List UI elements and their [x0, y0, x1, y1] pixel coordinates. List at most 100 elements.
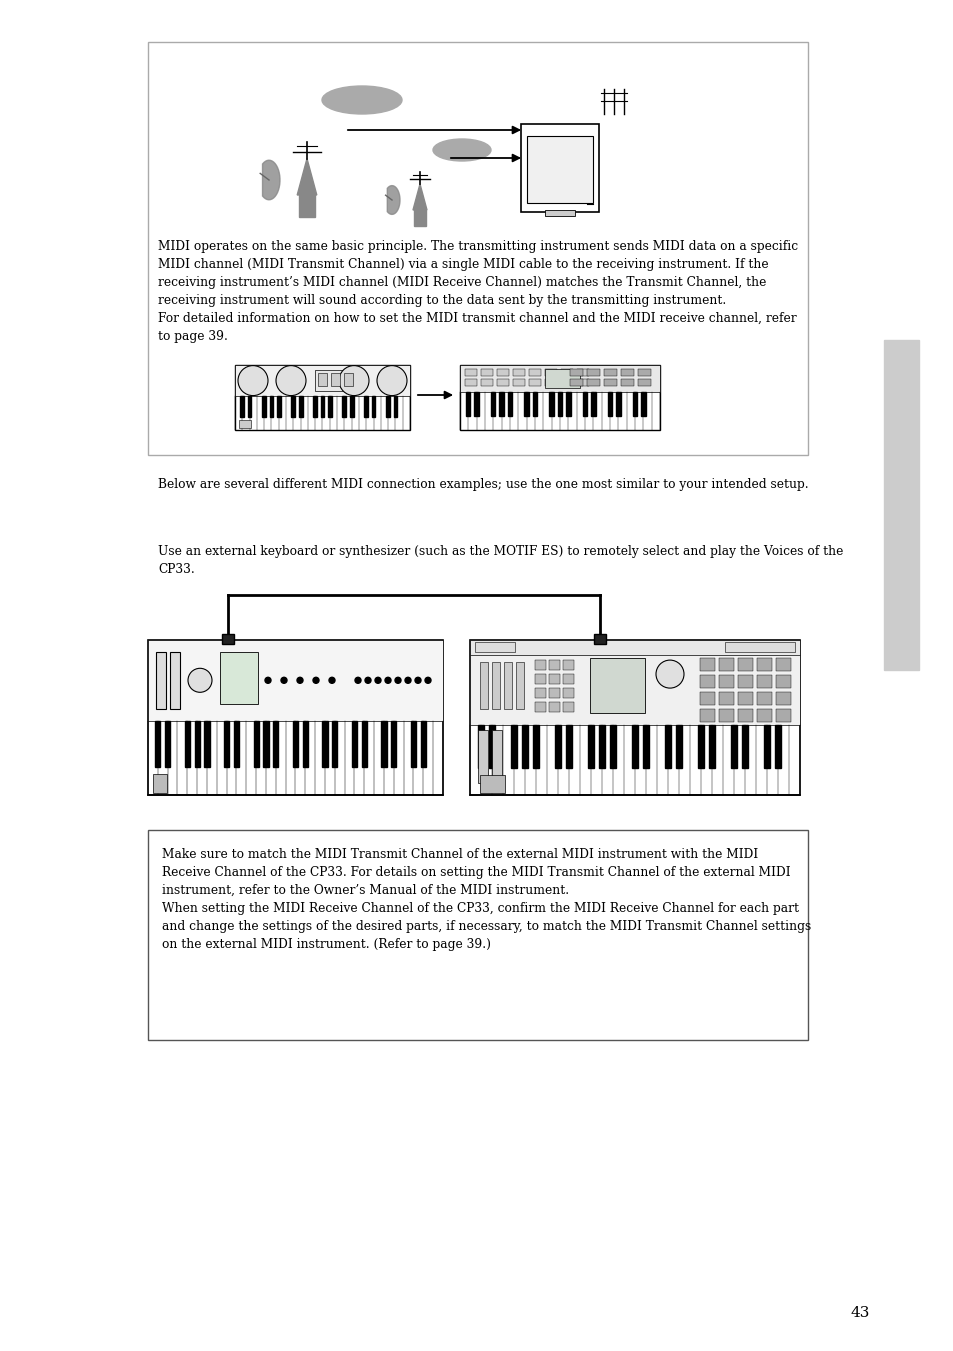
Polygon shape: [297, 158, 316, 195]
Bar: [632, 392, 637, 416]
Bar: [240, 396, 244, 417]
Bar: [185, 720, 190, 767]
Bar: [155, 720, 160, 767]
Bar: [224, 720, 229, 767]
Bar: [477, 725, 483, 769]
Bar: [320, 396, 324, 417]
Bar: [577, 380, 588, 386]
Bar: [148, 640, 442, 720]
Bar: [152, 774, 167, 793]
Bar: [544, 209, 575, 216]
Bar: [763, 725, 769, 769]
Text: Make sure to match the MIDI Transmit Channel of the external MIDI instrument wit: Make sure to match the MIDI Transmit Cha…: [162, 848, 810, 951]
Bar: [317, 373, 327, 386]
Bar: [577, 369, 588, 376]
Bar: [222, 634, 233, 644]
Bar: [548, 703, 559, 712]
Bar: [724, 642, 794, 653]
Circle shape: [237, 366, 268, 396]
Bar: [738, 658, 752, 671]
Bar: [386, 396, 390, 417]
Bar: [562, 703, 574, 712]
Bar: [719, 709, 733, 721]
Bar: [513, 380, 524, 386]
Bar: [558, 392, 561, 416]
Bar: [562, 688, 574, 698]
Bar: [544, 369, 579, 388]
Circle shape: [338, 366, 369, 396]
Bar: [511, 725, 517, 769]
Bar: [239, 420, 251, 428]
Circle shape: [188, 669, 212, 692]
Bar: [757, 676, 771, 688]
Circle shape: [296, 677, 303, 684]
Bar: [544, 369, 557, 376]
Bar: [491, 392, 495, 416]
Bar: [757, 692, 771, 705]
Bar: [586, 380, 599, 386]
Bar: [464, 369, 476, 376]
Bar: [560, 380, 573, 386]
Bar: [757, 709, 771, 721]
Bar: [582, 392, 586, 416]
Bar: [591, 392, 595, 416]
Bar: [302, 720, 308, 767]
Bar: [698, 725, 703, 769]
Bar: [555, 725, 560, 769]
Bar: [562, 661, 574, 670]
Bar: [562, 674, 574, 684]
Bar: [587, 725, 593, 769]
Bar: [526, 136, 593, 203]
Bar: [775, 676, 790, 688]
Ellipse shape: [606, 118, 620, 126]
Circle shape: [275, 366, 306, 396]
Bar: [507, 392, 512, 416]
Bar: [738, 692, 752, 705]
Bar: [391, 720, 396, 767]
Bar: [775, 658, 790, 671]
Bar: [234, 365, 410, 430]
Bar: [156, 653, 166, 708]
Bar: [381, 720, 386, 767]
Bar: [513, 369, 524, 376]
Bar: [233, 720, 239, 767]
Ellipse shape: [322, 86, 401, 113]
Bar: [565, 725, 571, 769]
Bar: [352, 720, 356, 767]
Bar: [620, 380, 634, 386]
Bar: [342, 396, 346, 417]
Bar: [642, 725, 648, 769]
Bar: [276, 396, 280, 417]
Bar: [492, 662, 499, 709]
Bar: [194, 720, 199, 767]
Bar: [589, 658, 644, 713]
Bar: [372, 396, 375, 417]
Circle shape: [265, 677, 271, 684]
Bar: [253, 720, 258, 767]
Bar: [664, 725, 670, 769]
Bar: [393, 396, 396, 417]
Bar: [470, 640, 800, 655]
Bar: [610, 725, 616, 769]
Bar: [466, 392, 470, 416]
Circle shape: [385, 677, 391, 684]
Bar: [234, 365, 410, 396]
Circle shape: [375, 677, 380, 684]
Bar: [676, 725, 681, 769]
Bar: [738, 676, 752, 688]
Bar: [479, 775, 504, 793]
Bar: [603, 369, 617, 376]
Bar: [719, 658, 733, 671]
Bar: [775, 692, 790, 705]
Bar: [607, 392, 612, 416]
Circle shape: [281, 677, 287, 684]
Circle shape: [656, 661, 683, 688]
Bar: [520, 124, 598, 212]
Bar: [594, 634, 605, 644]
Bar: [620, 369, 634, 376]
Bar: [700, 676, 714, 688]
Bar: [521, 725, 527, 769]
Bar: [414, 209, 426, 226]
Text: 43: 43: [849, 1306, 869, 1320]
Bar: [273, 720, 278, 767]
